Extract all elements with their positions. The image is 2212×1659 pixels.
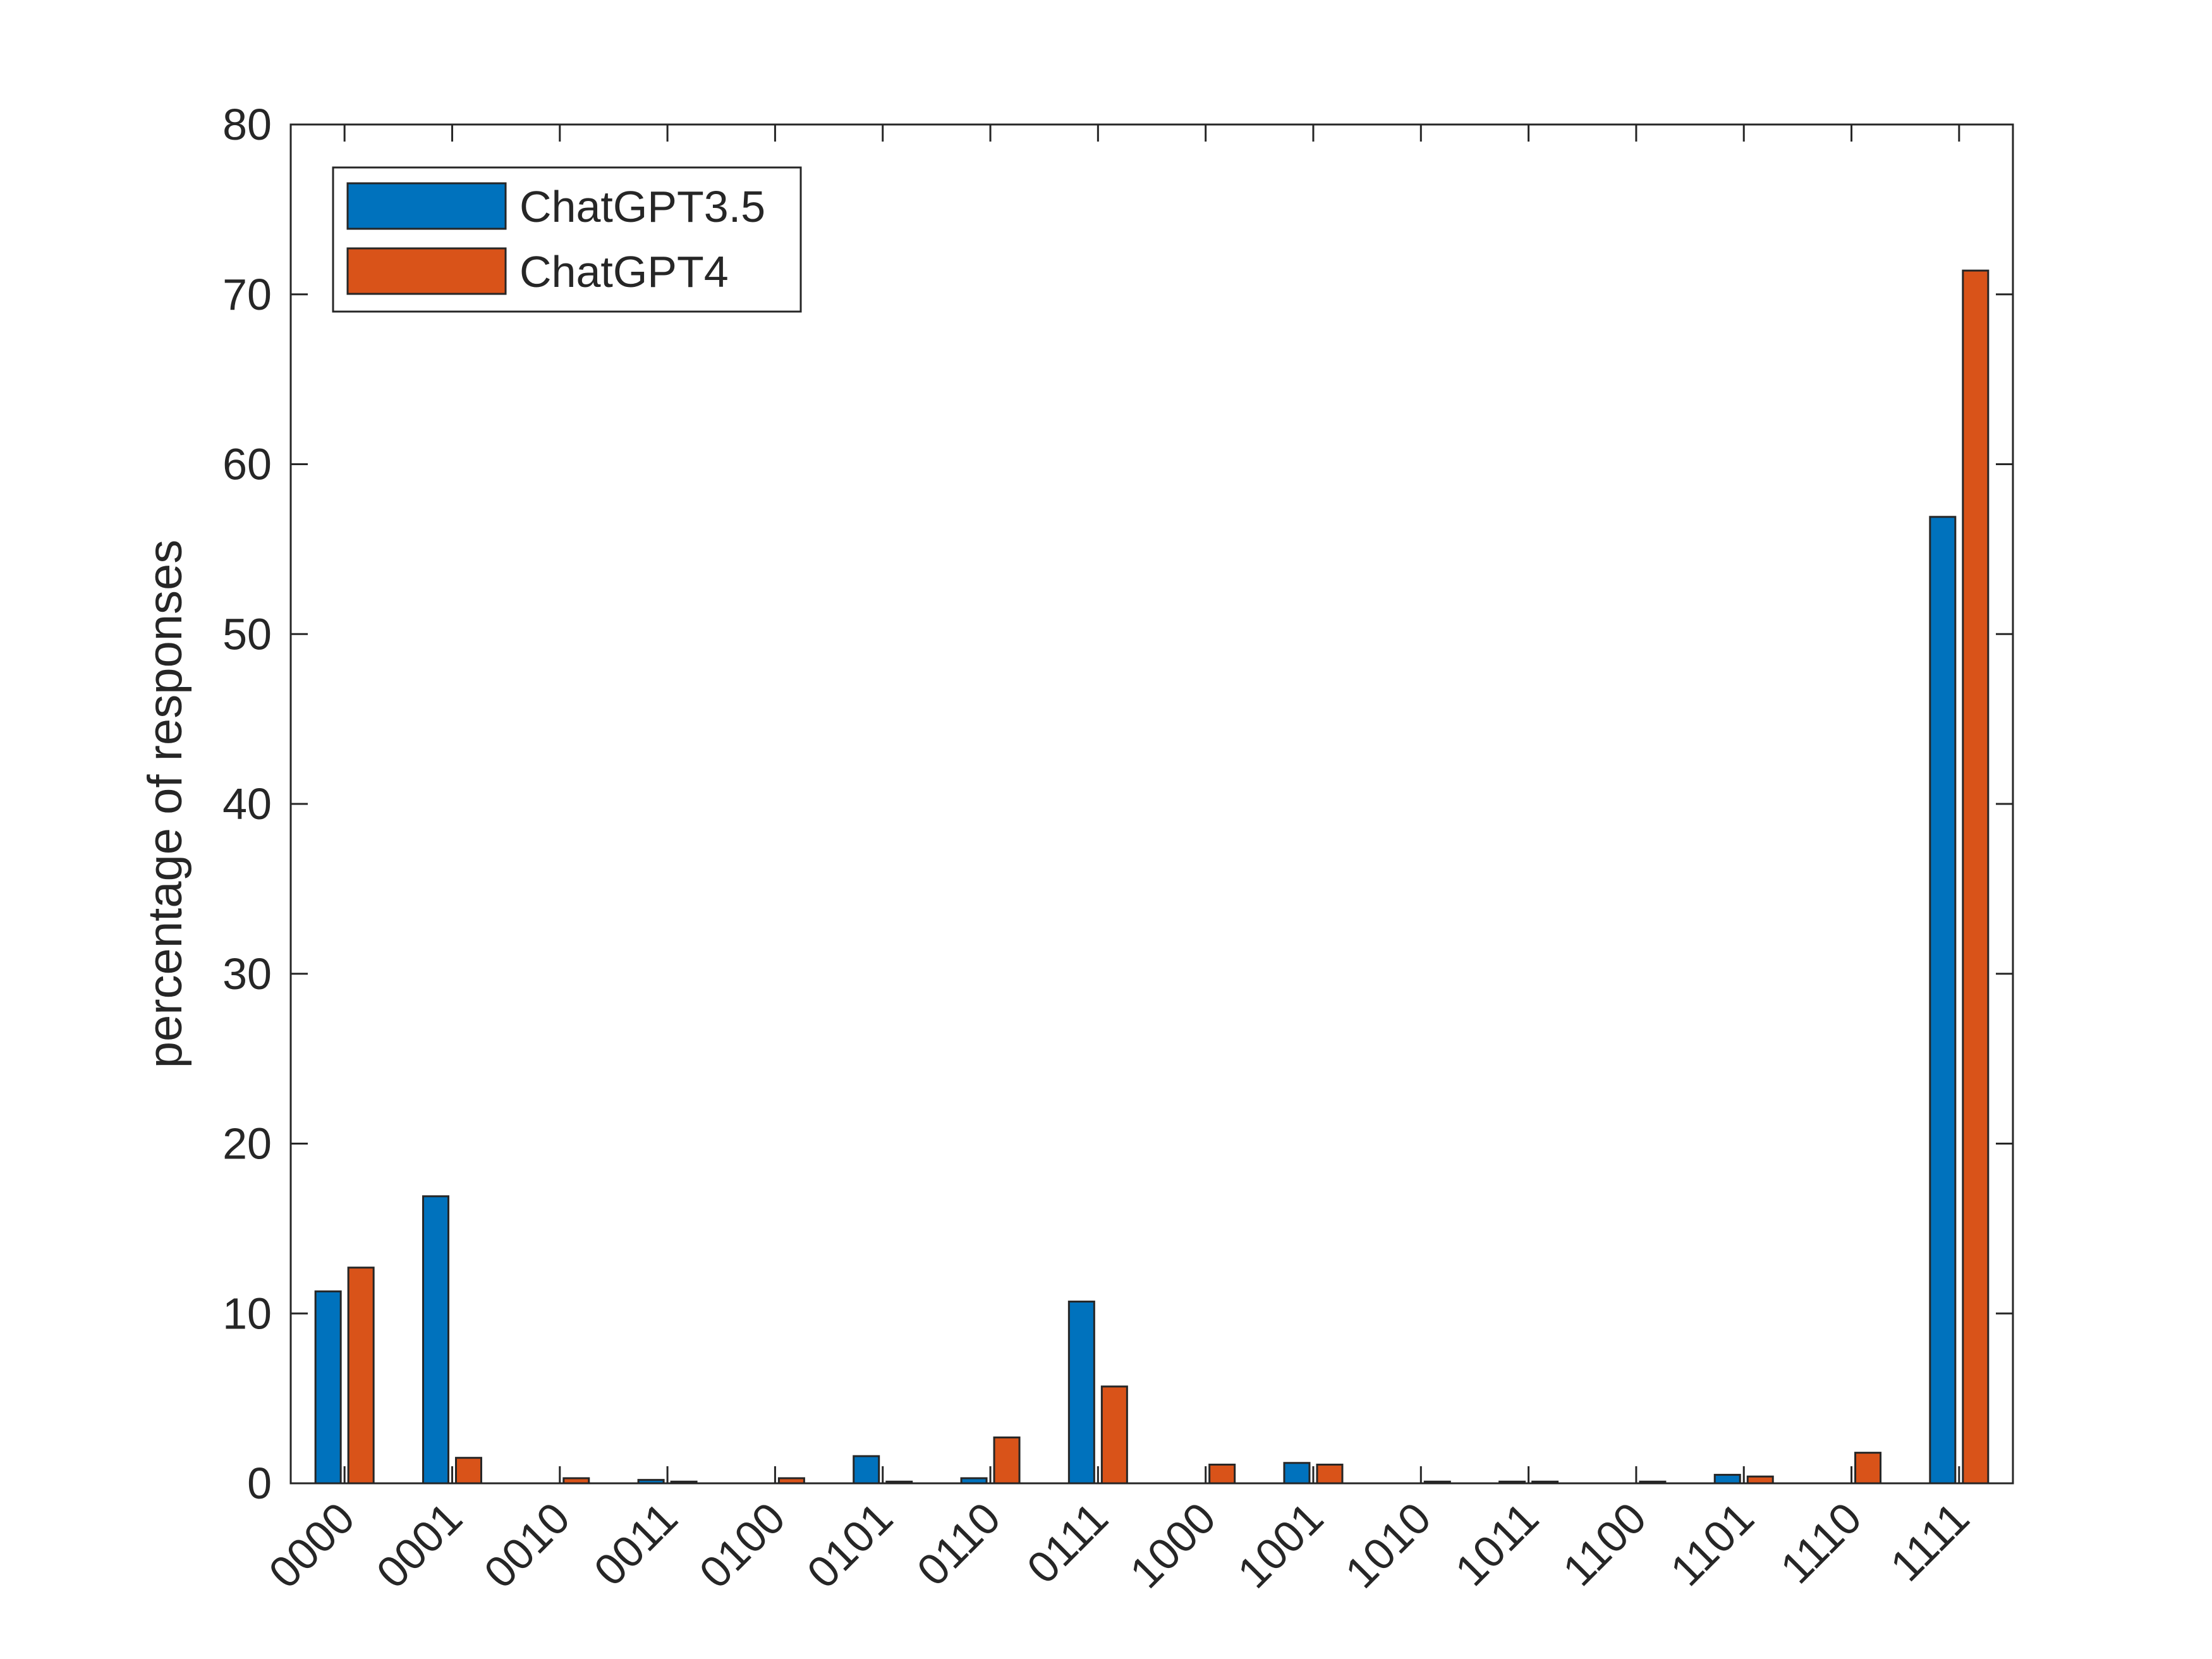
y-tick-label: 80 <box>222 100 272 149</box>
x-tick-label: 0100 <box>690 1493 794 1597</box>
x-tick-label: 1000 <box>1121 1493 1225 1597</box>
x-tick-label: 1110 <box>1771 1493 1871 1593</box>
x-tick-label: 1010 <box>1336 1493 1440 1597</box>
x-tick-label: 1001 <box>1228 1493 1332 1597</box>
y-tick-label: 20 <box>222 1119 272 1169</box>
bar-ChatGPT4-1111 <box>1962 269 1990 1485</box>
bar-ChatGPT4-1000 <box>1208 1463 1236 1485</box>
x-tick-label: 1011 <box>1446 1493 1548 1595</box>
x-tick-label: 0010 <box>475 1493 579 1597</box>
y-tick-label: 50 <box>222 609 272 659</box>
x-tick-label: 0001 <box>367 1493 471 1597</box>
x-tick-label: 1101 <box>1661 1493 1763 1595</box>
bar-ChatGPT4-0000 <box>347 1267 375 1485</box>
bar-ChatGPT4-0001 <box>454 1457 482 1485</box>
y-tick-label: 70 <box>222 270 272 319</box>
bars <box>314 269 1990 1485</box>
x-tick-label: 0000 <box>259 1493 363 1597</box>
axes-box <box>289 123 2014 1485</box>
legend-swatch-series-0 <box>346 182 507 230</box>
bar-ChatGPT3.5-1101 <box>1713 1474 1741 1485</box>
x-tick-label: 1100 <box>1553 1493 1656 1595</box>
bar-ChatGPT3.5-0001 <box>422 1195 449 1485</box>
x-tick-labels: 0000 0001 0010 0011 0100 0101 0110 0111 1000 1001… <box>259 1493 1978 1597</box>
bar-ChatGPT4-0111 <box>1100 1385 1128 1485</box>
legend-label-series-1: ChatGPT4 <box>520 247 729 296</box>
bar-ChatGPT3.5-0101 <box>853 1455 880 1485</box>
y-tick-label: 0 <box>247 1459 272 1508</box>
legend-swatch-series-1 <box>346 247 507 295</box>
bar-ChatGPT3.5-0111 <box>1067 1300 1095 1485</box>
y-tick-label: 10 <box>222 1289 272 1338</box>
bar-ChatGPT3.5-1111 <box>1929 516 1957 1485</box>
x-tick-label: 0101 <box>798 1493 902 1597</box>
y-tick-labels: 0 10 20 30 40 50 60 70 80 <box>222 100 272 1508</box>
y-tick-label: 30 <box>222 949 272 999</box>
y-tick-label: 40 <box>222 779 272 829</box>
y-tick-label: 60 <box>222 440 272 489</box>
x-tick-label: 0110 <box>908 1493 1010 1595</box>
bar-ChatGPT3.5-0000 <box>314 1290 342 1485</box>
y-axis-label: percentage of responses <box>138 540 192 1069</box>
legend: ChatGPT3.5 ChatGPT4 <box>332 166 802 313</box>
bar-ChatGPT4-1001 <box>1316 1463 1344 1485</box>
x-tick-label: 0111 <box>1018 1493 1117 1593</box>
legend-label-series-0: ChatGPT3.5 <box>520 182 765 231</box>
x-tick-label: 0011 <box>585 1493 687 1595</box>
tick-marks <box>291 123 2013 1485</box>
bar-ChatGPT4-0110 <box>993 1436 1021 1485</box>
bar-ChatGPT3.5-1001 <box>1283 1462 1311 1485</box>
plot-area <box>291 125 2013 1483</box>
x-tick-label: 1111 <box>1881 1493 1978 1590</box>
bar-ChatGPT4-1110 <box>1854 1452 1882 1485</box>
bar-ChatGPT4-1101 <box>1746 1475 1774 1485</box>
